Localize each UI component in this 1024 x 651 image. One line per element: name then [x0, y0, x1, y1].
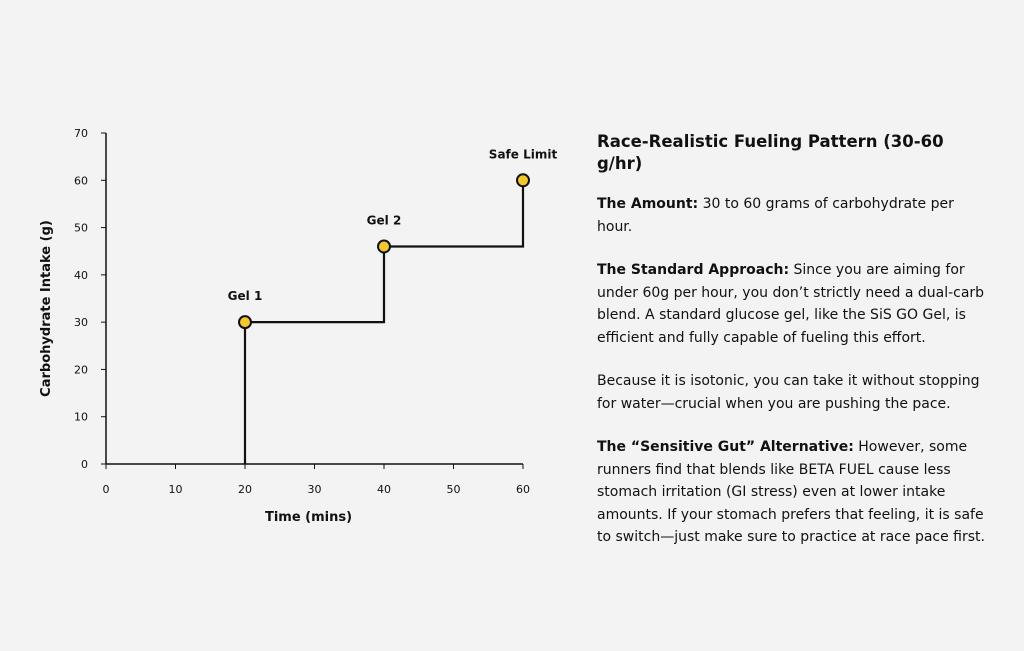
x-tick-label: 30: [308, 483, 322, 496]
x-tick-label: 10: [169, 483, 183, 496]
gut-label: The “Sensitive Gut” Alternative:: [597, 439, 854, 455]
point-label: Gel 1: [228, 289, 263, 303]
chart-svg: 0 10 20 30 40 50 60 0 10 20 30 40 50 60 70 Gel 1 Gel 2 S…: [39, 127, 558, 525]
y-tick-label: 60: [74, 174, 88, 187]
y-tick-label: 70: [74, 127, 88, 140]
amount-text: 30 to 60 grams of carbohydrate per hour.: [597, 196, 954, 235]
y-tick-label: 30: [74, 316, 88, 329]
x-tick-label: 20: [238, 483, 252, 496]
x-tick-label: 0: [103, 483, 110, 496]
x-axis-title: Time (mins): [265, 510, 352, 525]
info-panel: Race-Realistic Fueling Pattern (30-60 g/…: [597, 131, 992, 570]
amount-label: The Amount:: [597, 196, 699, 212]
standard-label: The Standard Approach:: [597, 262, 790, 278]
data-point: [377, 239, 391, 254]
chart: 0 10 20 30 40 50 60 0 10 20 30 40 50 60 70 Gel 1 Gel 2 S…: [39, 127, 558, 525]
y-tick-label: 0: [81, 458, 88, 471]
y-tick-label: 20: [74, 363, 88, 376]
y-tick-label: 50: [74, 222, 88, 235]
chart-points: Gel 1 Gel 2 Safe Limit: [228, 147, 558, 330]
point-label: Gel 2: [367, 213, 402, 227]
chart-ticks: 0 10 20 30 40 50 60 0 10 20 30 40 50 60 70: [74, 127, 530, 496]
point-label: Safe Limit: [489, 147, 558, 161]
y-tick-label: 40: [74, 269, 88, 282]
panel-title: Race-Realistic Fueling Pattern (30-60 g/…: [597, 132, 944, 173]
isotonic-paragraph: Because it is isotonic, you can take it …: [597, 370, 992, 415]
y-tick-label: 10: [74, 411, 88, 424]
gut-text: However, some runners find that blends l…: [597, 439, 985, 545]
chart-series: [243, 180, 525, 464]
gut-paragraph: The “Sensitive Gut” Alternative: However…: [597, 436, 992, 549]
x-tick-label: 40: [377, 483, 391, 496]
x-tick-label: 60: [516, 483, 530, 496]
data-point: [238, 315, 252, 330]
data-point: [516, 173, 530, 188]
series-line: [243, 180, 525, 464]
isotonic-text: Because it is isotonic, you can take it …: [597, 373, 980, 412]
chart-axes: [105, 133, 523, 465]
standard-paragraph: The Standard Approach: Since you are aim…: [597, 259, 992, 349]
x-tick-label: 50: [447, 483, 461, 496]
amount-paragraph: The Amount: 30 to 60 grams of carbohydra…: [597, 193, 992, 238]
y-axis-title: Carbohydrate Intake (g): [39, 220, 54, 397]
standard-text: Since you are aiming for under 60g per h…: [597, 262, 985, 346]
